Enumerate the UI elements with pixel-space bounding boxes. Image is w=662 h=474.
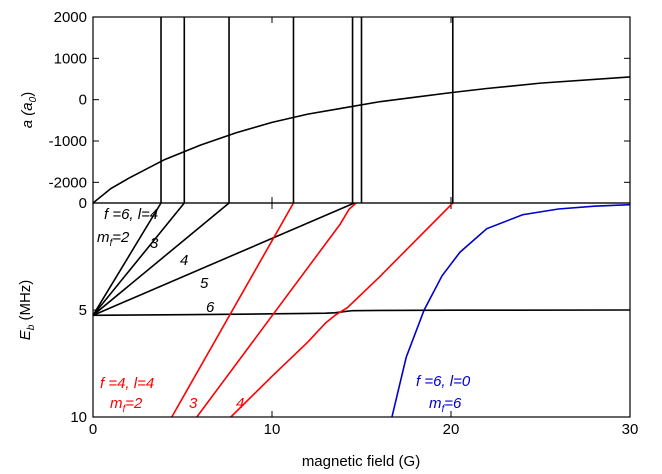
- y-axis-label-part: ): [19, 92, 36, 97]
- y-tick-label: 5: [79, 302, 87, 319]
- curve: [93, 203, 185, 316]
- annotation: f =6, l=4: [104, 206, 158, 223]
- annotation-part: m: [97, 229, 110, 246]
- y-axis-label-part: a (a: [19, 102, 36, 128]
- annotation: 5: [200, 275, 209, 292]
- y-tick-label: 2000: [54, 9, 87, 26]
- annotation-part: m: [429, 395, 442, 412]
- plot-area: [93, 17, 630, 203]
- y-tick-label: -1000: [49, 133, 87, 150]
- annotation: f =6, l=0: [416, 373, 471, 390]
- axes-frame: [92, 202, 631, 418]
- annotation: 3: [189, 395, 198, 412]
- x-tick-label: 0: [89, 421, 97, 438]
- y-axis-label-part: (MHz): [17, 280, 34, 325]
- curve: [93, 203, 230, 316]
- annotation: 4: [180, 252, 188, 269]
- annotation-part: 3: [150, 235, 159, 252]
- y-tick-label: 0: [79, 92, 87, 109]
- annotation-part: f: [110, 238, 114, 249]
- y-tick-label: 1000: [54, 50, 87, 67]
- y-axis-label: a (a0): [19, 92, 39, 128]
- annotation: 6: [206, 299, 215, 316]
- annotation-part: f =4, l=4: [100, 375, 154, 392]
- annotation-part: =6: [444, 395, 462, 412]
- curve: [196, 203, 357, 417]
- annotation: 3: [150, 235, 159, 252]
- annotation-part: m: [110, 395, 123, 412]
- annotation: mf=2: [110, 395, 143, 415]
- y-axis-label-part: 0: [28, 96, 39, 102]
- y-axis-label-part: b: [26, 324, 37, 330]
- annotation-part: f =6, l=4: [104, 206, 158, 223]
- y-tick-label: 10: [70, 409, 87, 426]
- annotation-part: f: [123, 404, 127, 415]
- annotation-part: =2: [112, 229, 130, 246]
- annotation: 4: [236, 395, 244, 412]
- annotation: mf=6: [429, 395, 462, 415]
- x-axis-label: magnetic field (G): [302, 453, 420, 470]
- curve: [230, 203, 454, 417]
- y-axis-label: Eb (MHz): [17, 280, 37, 341]
- curve: [93, 309, 630, 317]
- annotation-part: 4: [180, 252, 188, 269]
- x-tick-label: 20: [443, 421, 460, 438]
- x-tick-label: 30: [622, 421, 639, 438]
- annotation-part: f =6, l=0: [416, 373, 471, 390]
- annotation-part: f: [442, 404, 446, 415]
- annotation-part: =2: [125, 395, 143, 412]
- curve: [171, 203, 295, 417]
- annotation-part: 5: [200, 275, 209, 292]
- y-tick-label: 0: [79, 195, 87, 212]
- annotation: f =4, l=4: [100, 375, 154, 392]
- curve: [391, 203, 630, 417]
- annotation: mf=2: [97, 229, 130, 249]
- annotation-part: 4: [236, 395, 244, 412]
- annotation-part: 3: [189, 395, 198, 412]
- curve: [93, 76, 630, 203]
- curve: [93, 203, 355, 317]
- y-tick-label: -2000: [49, 174, 87, 191]
- plot-area: [93, 203, 630, 417]
- x-tick-label: 10: [264, 421, 281, 438]
- annotation-part: 6: [206, 299, 215, 316]
- curve: [93, 203, 162, 316]
- y-axis-label-part: E: [17, 329, 34, 340]
